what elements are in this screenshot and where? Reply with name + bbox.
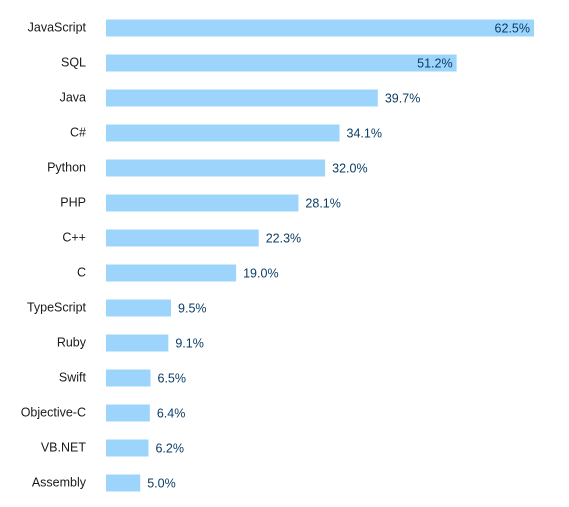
value-label: 62.5% (495, 21, 530, 35)
value-label: 6.2% (155, 441, 184, 455)
category-label: TypeScript (27, 300, 87, 314)
value-label: 9.5% (178, 301, 207, 315)
bar (106, 89, 378, 107)
value-label: 28.1% (305, 196, 340, 210)
bar (106, 334, 169, 352)
bar (106, 229, 259, 247)
bar (106, 194, 299, 212)
category-label: PHP (60, 195, 86, 209)
bar (106, 159, 326, 177)
value-label: 19.0% (243, 266, 278, 280)
value-label: 34.1% (347, 126, 382, 140)
category-label: SQL (61, 55, 86, 69)
bar (106, 404, 150, 422)
category-label: C++ (62, 230, 86, 244)
category-label: C (77, 265, 86, 279)
category-label: VB.NET (41, 440, 87, 454)
bar (106, 439, 149, 457)
category-label: Assembly (32, 475, 87, 489)
bar (106, 299, 172, 317)
category-label: C# (70, 125, 86, 139)
category-label: JavaScript (28, 20, 87, 34)
value-label: 32.0% (332, 161, 367, 175)
bar (106, 19, 534, 37)
value-label: 6.5% (158, 371, 187, 385)
bar (106, 474, 141, 492)
category-label: Python (47, 160, 86, 174)
category-label: Ruby (57, 335, 87, 349)
category-label: Swift (59, 370, 87, 384)
value-label: 39.7% (385, 91, 420, 105)
bar (106, 264, 237, 282)
category-label: Java (60, 90, 86, 104)
value-label: 6.4% (157, 406, 186, 420)
value-label: 22.3% (266, 231, 301, 245)
value-label: 9.1% (175, 336, 204, 350)
value-label: 51.2% (417, 56, 452, 70)
bar (106, 124, 340, 142)
value-label: 5.0% (147, 476, 176, 490)
bar (106, 369, 151, 387)
category-label: Objective-C (21, 405, 86, 419)
bar (106, 54, 457, 72)
